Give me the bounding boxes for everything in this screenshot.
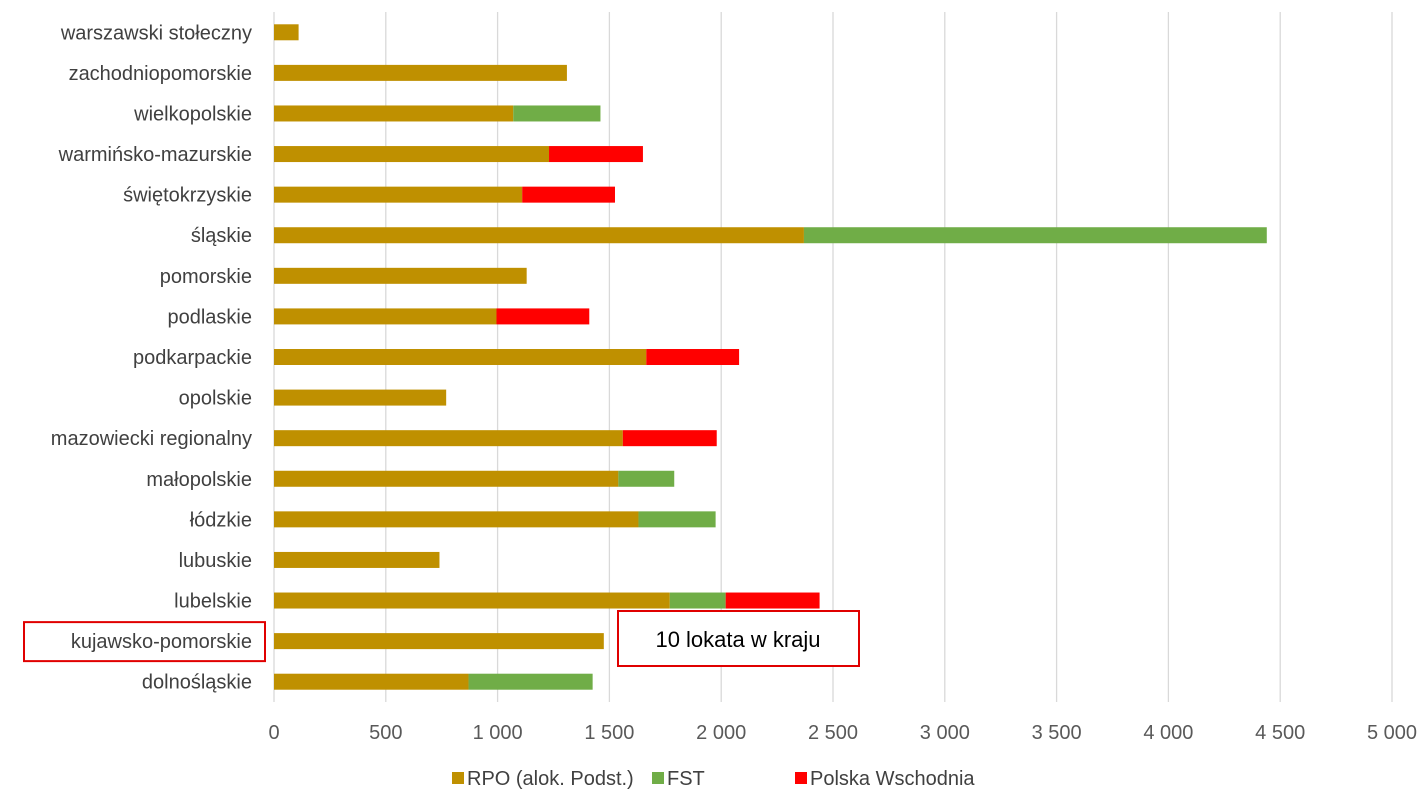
legend-swatch bbox=[452, 772, 464, 784]
category-label: świętokrzyskie bbox=[123, 185, 252, 207]
category-label: pomorskie bbox=[160, 266, 252, 288]
category-label: warszawski stołeczny bbox=[60, 22, 252, 44]
bar-segment-1-17 bbox=[274, 24, 299, 41]
legend-swatch bbox=[652, 772, 664, 784]
bar-segment-2-12 bbox=[803, 227, 1267, 244]
category-label: podlaskie bbox=[167, 306, 252, 328]
bar-segment-1-7 bbox=[274, 430, 623, 447]
category-label: wielkopolskie bbox=[133, 103, 252, 125]
annotation-box bbox=[617, 610, 860, 667]
category-label: kujawsko-pomorskie bbox=[71, 631, 252, 653]
x-tick-label: 1 500 bbox=[584, 722, 634, 744]
bar-segment-1-10 bbox=[274, 308, 497, 325]
bar-segment-3-13 bbox=[522, 186, 615, 203]
bar-segment-1-6 bbox=[274, 470, 619, 487]
highlight-box bbox=[23, 621, 266, 663]
bar-segment-2-5 bbox=[638, 511, 716, 528]
category-label: podkarpackie bbox=[133, 347, 252, 369]
category-label: zachodniopomorskie bbox=[69, 63, 252, 85]
x-tick-label: 0 bbox=[268, 722, 279, 744]
x-tick-label: 4 000 bbox=[1143, 722, 1193, 744]
bar-segment-2-3 bbox=[669, 592, 726, 609]
bar-segment-1-4 bbox=[274, 551, 440, 568]
x-tick-label: 5 000 bbox=[1367, 722, 1417, 744]
x-tick-label: 3 500 bbox=[1032, 722, 1082, 744]
category-label: łódzkie bbox=[190, 509, 252, 531]
bar-segment-1-13 bbox=[274, 186, 523, 203]
category-label: małopolskie bbox=[146, 469, 252, 491]
x-tick-label: 4 500 bbox=[1255, 722, 1305, 744]
annotation-text: 10 lokata w kraju bbox=[655, 627, 820, 652]
bar-segment-3-9 bbox=[646, 349, 740, 365]
bar-segment-1-15 bbox=[274, 105, 514, 122]
x-tick-label: 500 bbox=[369, 722, 402, 744]
x-tick-label: 3 000 bbox=[920, 722, 970, 744]
legend-swatch bbox=[795, 772, 807, 784]
category-label: opolskie bbox=[179, 388, 252, 410]
bar-segment-2-6 bbox=[618, 470, 675, 487]
bar-segment-1-5 bbox=[274, 511, 639, 528]
bar-segment-1-12 bbox=[274, 227, 804, 244]
bar-segment-3-14 bbox=[549, 146, 643, 163]
x-tick-label: 2 000 bbox=[696, 722, 746, 744]
category-labels: dolnośląskie kujawsko-pomorskie lubelskie l… bbox=[51, 22, 252, 693]
bars bbox=[274, 24, 1267, 690]
category-label: dolnośląskie bbox=[142, 672, 252, 694]
legend-label: RPO (alok. Podst.) bbox=[467, 768, 634, 790]
category-label: śląskie bbox=[191, 225, 252, 247]
bar-segment-3-3 bbox=[725, 592, 820, 609]
bar-segment-1-14 bbox=[274, 146, 550, 163]
bar-segment-1-8 bbox=[274, 389, 447, 406]
bar-segment-2-1 bbox=[468, 673, 593, 690]
x-tick-label: 1 000 bbox=[473, 722, 523, 744]
annotation: 10 lokata w kraju bbox=[617, 610, 860, 667]
category-label: lubelskie bbox=[174, 591, 252, 613]
bar-segment-1-3 bbox=[274, 592, 670, 609]
bar-segment-1-16 bbox=[274, 64, 567, 81]
category-label: lubuskie bbox=[179, 550, 252, 572]
category-label: warmińsko-mazurskie bbox=[58, 144, 252, 166]
bar-segment-1-2 bbox=[274, 633, 604, 650]
highlight-category-box bbox=[23, 621, 266, 663]
category-label: mazowiecki regionalny bbox=[51, 428, 252, 450]
bar-segment-3-7 bbox=[622, 430, 717, 447]
bar-segment-1-1 bbox=[274, 673, 469, 690]
bar-segment-3-10 bbox=[496, 308, 590, 325]
bar-segment-2-15 bbox=[513, 105, 601, 122]
legend-label: FST bbox=[667, 768, 705, 790]
bar-segment-1-11 bbox=[274, 267, 527, 284]
legend: RPO (alok. Podst.) FST Polska Wschodnia bbox=[452, 768, 975, 790]
bar-segment-1-9 bbox=[274, 349, 647, 365]
x-tick-label: 2 500 bbox=[808, 722, 858, 744]
legend-label: Polska Wschodnia bbox=[810, 768, 975, 790]
x-tick-labels: 0 500 1 000 1 500 2 000 2 500 3 000 3 500 4 000 4… bbox=[268, 722, 1417, 744]
